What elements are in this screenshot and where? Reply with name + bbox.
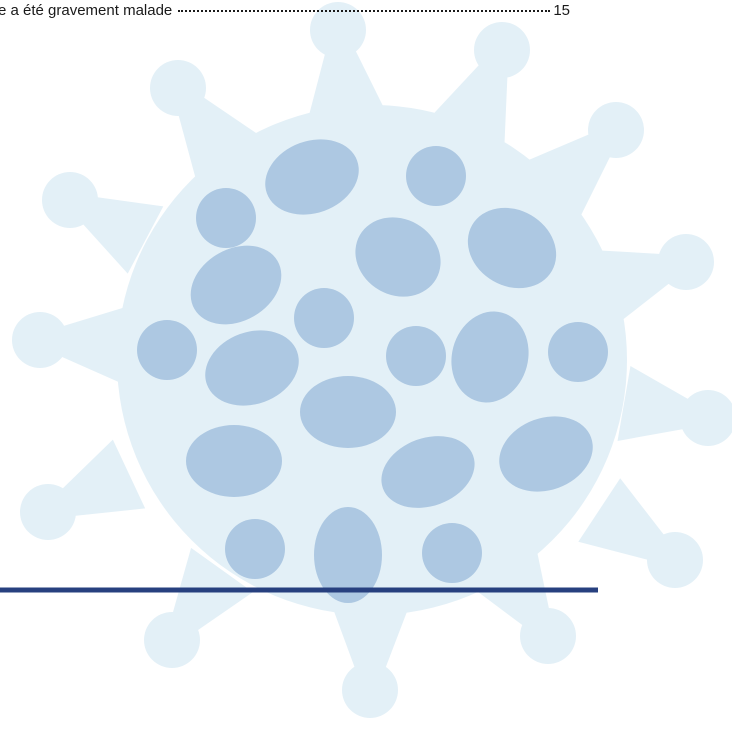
virus-spot xyxy=(196,188,256,248)
virus-spot xyxy=(225,519,285,579)
toc-title: e a été gravement malade xyxy=(0,2,172,19)
virus-illustration xyxy=(0,0,732,736)
spike-knob xyxy=(474,22,530,78)
spike-knob xyxy=(42,172,98,228)
virus-spot xyxy=(300,376,396,448)
toc-entry: e a été gravement malade 15 xyxy=(0,2,570,19)
spike-knob xyxy=(588,102,644,158)
spike-knob xyxy=(12,312,68,368)
spike-knob xyxy=(342,662,398,718)
virus-spot xyxy=(386,326,446,386)
toc-page: 15 xyxy=(553,2,570,19)
spike-knob xyxy=(144,612,200,668)
spike-knob xyxy=(680,390,732,446)
virus-spot xyxy=(294,288,354,348)
spike-knob xyxy=(520,608,576,664)
spike-knob xyxy=(658,234,714,290)
virus-spot xyxy=(137,320,197,380)
spike-knob xyxy=(150,60,206,116)
spike-knob xyxy=(647,532,703,588)
spike-knob xyxy=(20,484,76,540)
virus-spot xyxy=(186,425,282,497)
virus-spot xyxy=(406,146,466,206)
page: {"toc": {"entries": [{"title": "e a été … xyxy=(0,0,732,736)
virus-spot xyxy=(422,523,482,583)
virus-spot xyxy=(548,322,608,382)
dot-leader xyxy=(178,10,550,12)
